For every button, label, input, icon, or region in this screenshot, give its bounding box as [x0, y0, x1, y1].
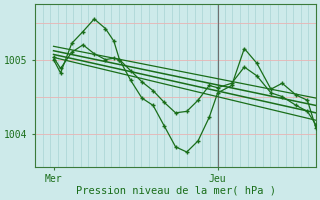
X-axis label: Pression niveau de la mer( hPa ): Pression niveau de la mer( hPa ) — [76, 186, 276, 196]
